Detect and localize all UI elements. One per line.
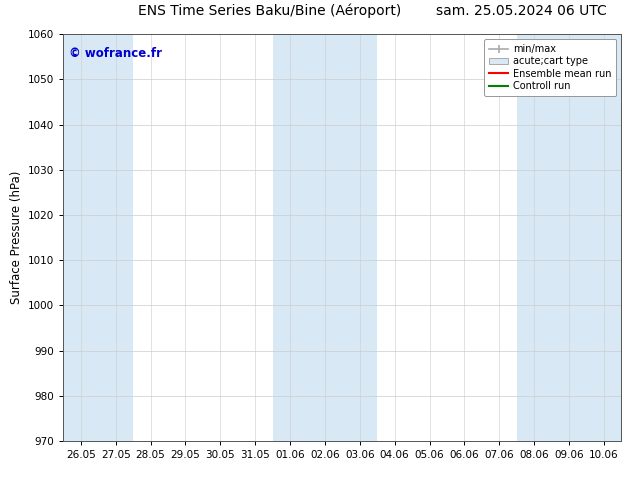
- Bar: [307, 34, 342, 441]
- Bar: [342, 34, 377, 441]
- Text: ENS Time Series Baku/Bine (Aéroport): ENS Time Series Baku/Bine (Aéroport): [138, 3, 401, 18]
- Text: © wofrance.fr: © wofrance.fr: [69, 47, 162, 59]
- Bar: [517, 34, 552, 441]
- Y-axis label: Surface Pressure (hPa): Surface Pressure (hPa): [10, 171, 23, 304]
- Text: sam. 25.05.2024 06 UTC: sam. 25.05.2024 06 UTC: [436, 4, 606, 18]
- Bar: [552, 34, 586, 441]
- Bar: [63, 34, 98, 441]
- Bar: [586, 34, 621, 441]
- Bar: [273, 34, 307, 441]
- Bar: [98, 34, 133, 441]
- Legend: min/max, acute;cart type, Ensemble mean run, Controll run: min/max, acute;cart type, Ensemble mean …: [484, 39, 616, 96]
